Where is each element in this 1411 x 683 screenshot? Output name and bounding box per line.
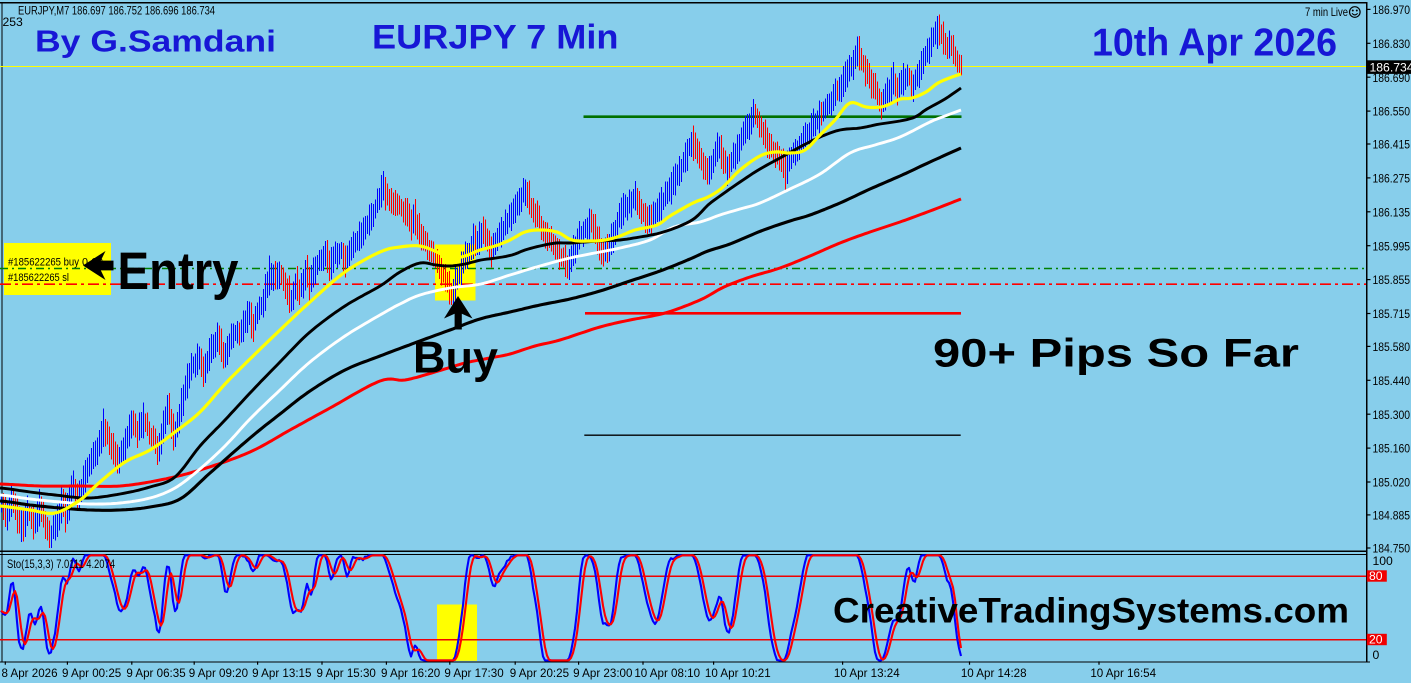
svg-text:9 Apr 16:20: 9 Apr 16:20 [381, 667, 440, 680]
svg-text:10th Apr 2026: 10th Apr 2026 [1092, 22, 1337, 65]
svg-text:9 Apr 17:30: 9 Apr 17:30 [444, 667, 503, 680]
svg-text:#185622265 buy: #185622265 buy [8, 256, 80, 268]
svg-text:10 Apr 13:24: 10 Apr 13:24 [834, 667, 900, 680]
svg-text:10 Apr 08:10: 10 Apr 08:10 [634, 667, 700, 680]
svg-text:186.690: 186.690 [1373, 71, 1411, 85]
svg-text:Sto(15,3,3) 7.0111 4.2074: Sto(15,3,3) 7.0111 4.2074 [7, 558, 115, 571]
svg-text:9 Apr 13:15: 9 Apr 13:15 [252, 667, 311, 680]
svg-text:100: 100 [1373, 554, 1394, 568]
svg-text:#185622265 sl: #185622265 sl [8, 272, 69, 284]
svg-text:186.415: 186.415 [1373, 138, 1411, 152]
svg-text:186.970: 186.970 [1373, 3, 1411, 17]
svg-text:Buy: Buy [413, 334, 498, 383]
svg-text:90+ Pips So Far: 90+ Pips So Far [933, 331, 1299, 375]
svg-text:9 Apr 20:25: 9 Apr 20:25 [510, 667, 569, 680]
svg-text:9 Apr 23:00: 9 Apr 23:00 [573, 667, 632, 680]
svg-text:9 Apr 15:30: 9 Apr 15:30 [317, 667, 376, 680]
svg-text:20: 20 [1369, 633, 1383, 647]
svg-text:186.135: 186.135 [1373, 205, 1411, 219]
svg-text:9 Apr 06:35: 9 Apr 06:35 [126, 667, 185, 680]
svg-text:By G.Samdani: By G.Samdani [35, 25, 276, 59]
svg-text:CreativeTradingSystems.com: CreativeTradingSystems.com [833, 592, 1349, 631]
svg-text:7 min Live: 7 min Live [1305, 6, 1348, 19]
svg-text:EURJPY 7 Min: EURJPY 7 Min [372, 18, 619, 56]
svg-text:185.580: 185.580 [1373, 340, 1411, 354]
svg-text:9 Apr 09:20: 9 Apr 09:20 [189, 667, 248, 680]
svg-text:185.995: 185.995 [1373, 239, 1411, 253]
svg-text:0: 0 [1373, 648, 1380, 662]
svg-text:185.300: 185.300 [1373, 408, 1411, 422]
svg-text:253: 253 [3, 15, 24, 29]
svg-text:10 Apr 16:54: 10 Apr 16:54 [1090, 667, 1156, 680]
svg-text:185.020: 185.020 [1373, 476, 1411, 490]
svg-text:8 Apr 2026: 8 Apr 2026 [1, 667, 57, 680]
svg-text:10 Apr 14:28: 10 Apr 14:28 [961, 667, 1027, 680]
svg-text:10 Apr 10:21: 10 Apr 10:21 [705, 667, 771, 680]
svg-text:EURJPY,M7 186.697 186.752 186: EURJPY,M7 186.697 186.752 186.696 186.73… [18, 4, 215, 18]
svg-text:184.885: 184.885 [1373, 509, 1411, 523]
svg-text:184.750: 184.750 [1373, 542, 1411, 556]
svg-text:80: 80 [1369, 569, 1383, 583]
svg-text:185.440: 185.440 [1373, 374, 1411, 388]
svg-text:185.855: 185.855 [1373, 273, 1411, 287]
svg-text:186.550: 186.550 [1373, 105, 1411, 119]
svg-text:9 Apr 00:25: 9 Apr 00:25 [62, 667, 121, 680]
svg-text:186.734: 186.734 [1370, 60, 1411, 74]
svg-text:Entry: Entry [118, 242, 239, 301]
svg-text:186.830: 186.830 [1373, 37, 1411, 51]
svg-text:186.275: 186.275 [1373, 172, 1411, 186]
svg-text:185.715: 185.715 [1373, 307, 1411, 321]
svg-text:185.160: 185.160 [1373, 442, 1411, 456]
